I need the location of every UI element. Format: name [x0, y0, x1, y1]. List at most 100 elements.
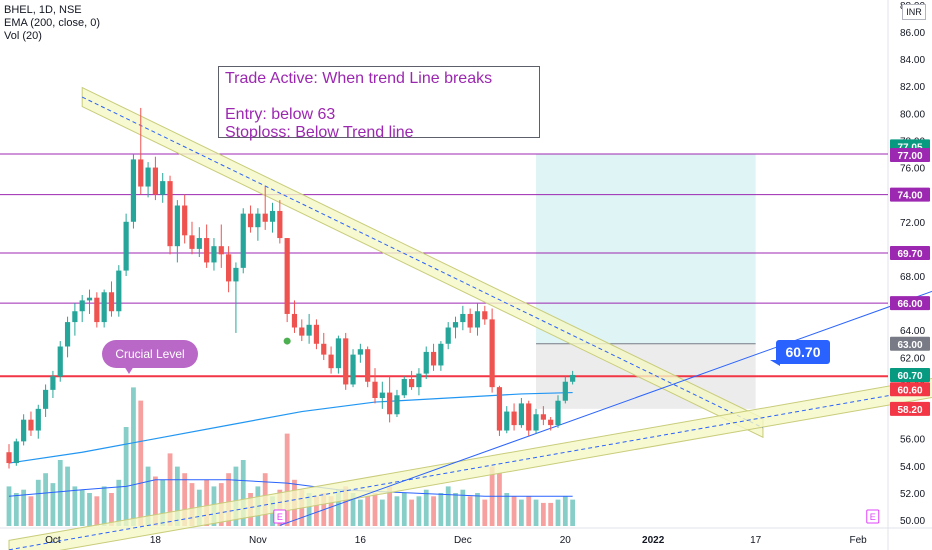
volume-bar — [145, 466, 151, 526]
candle-body — [123, 221, 129, 271]
volume-bar — [423, 489, 429, 526]
volume-bar — [101, 486, 107, 526]
trend-channels[interactable] — [8, 86, 932, 550]
legend-vol[interactable]: Vol (20) — [4, 30, 42, 42]
candle-body — [255, 213, 261, 228]
volume-bar — [445, 486, 451, 526]
time-tick-label: 20 — [560, 535, 572, 546]
price-label-text: 69.70 — [897, 249, 922, 260]
candle-body — [138, 159, 144, 187]
volume-bar — [511, 496, 517, 526]
volume-bar — [226, 473, 231, 526]
time-tick-label: Oct — [45, 535, 61, 546]
price-tick-label: 68.00 — [900, 272, 925, 283]
volume-bar — [94, 496, 100, 526]
ascending-channel-midline — [8, 387, 932, 550]
earnings-marker — [866, 509, 880, 524]
price-label-text: 66.00 — [897, 299, 922, 310]
volume-bar — [21, 489, 27, 526]
candle-body — [526, 403, 532, 431]
price-tick-label: 50.00 — [900, 516, 925, 527]
candle-body — [430, 351, 437, 366]
price-tick-label: 84.00 — [900, 55, 925, 66]
time-tick-label: 2022 — [642, 535, 665, 546]
volume-bar — [123, 427, 129, 526]
volume-bar — [167, 453, 173, 526]
trade-note-line2: Entry: below 63 — [225, 106, 336, 123]
volume-bar — [555, 499, 561, 526]
time-tick-label: Nov — [249, 535, 267, 546]
price-label-text: 58.20 — [897, 405, 922, 416]
time-tick-label: Feb — [850, 535, 868, 546]
volume-bar — [153, 476, 158, 526]
currency-label[interactable]: INR — [902, 4, 926, 20]
candle-body — [284, 238, 290, 314]
volume-bar — [43, 473, 48, 526]
volume-bar — [87, 493, 92, 526]
volume-bar — [284, 433, 290, 526]
candle-body — [43, 389, 49, 409]
candle-body — [182, 205, 188, 236]
candle-body — [474, 311, 481, 328]
volume-bar — [233, 466, 239, 526]
trade-note[interactable]: Trade Active: When trend Line breaks Ent… — [218, 66, 540, 141]
volume-bar — [343, 486, 349, 526]
candle-body — [50, 376, 56, 390]
legend: BHEL, 1D, NSE EMA (200, close, 0) Vol (2… — [4, 4, 100, 43]
price-tick-label: 76.00 — [900, 164, 925, 175]
volume-bar — [409, 499, 414, 526]
volume-bar — [314, 496, 319, 526]
candle-body — [160, 181, 166, 195]
candle-body — [189, 235, 195, 249]
volume-bar — [416, 496, 422, 526]
volume-bar — [460, 489, 466, 526]
volume-bar — [35, 479, 41, 526]
price-axis[interactable]: 50.0052.0054.0056.0058.0060.0062.0064.00… — [890, 1, 930, 527]
legend-symbol[interactable]: BHEL, 1D, NSE — [4, 4, 82, 16]
candle-body — [504, 411, 510, 431]
volume-bar — [182, 473, 188, 526]
candle-body — [313, 324, 320, 344]
candle-body — [379, 392, 385, 398]
price-callout[interactable]: 60.70 — [776, 340, 830, 364]
candle-body — [562, 381, 568, 401]
candle-body — [72, 311, 78, 323]
time-tick-label: 17 — [750, 535, 762, 546]
price-label-box — [890, 296, 930, 311]
volume-bar — [138, 400, 144, 526]
ema-200-line — [8, 391, 573, 464]
price-label-text: 60.70 — [897, 371, 922, 382]
candle-body — [94, 297, 100, 323]
volume-bar — [306, 493, 312, 526]
price-label-box — [890, 401, 930, 416]
volume-bar — [372, 493, 378, 526]
candle-body — [116, 270, 122, 312]
candle-body — [299, 327, 305, 336]
candle-body — [108, 292, 115, 312]
signal-dot — [283, 337, 291, 345]
candle-body — [496, 387, 503, 431]
price-label-text: 74.00 — [897, 191, 922, 202]
candle-body — [328, 354, 334, 369]
candle-body — [152, 167, 158, 195]
volume-bar — [6, 486, 12, 526]
candle-body — [460, 313, 466, 323]
crucial-level-label[interactable]: Crucial Level — [102, 340, 198, 368]
volume-bar — [365, 496, 371, 526]
candle-body — [365, 349, 371, 382]
candle-body — [306, 324, 312, 336]
earnings-marker-label: E — [870, 512, 876, 522]
price-label-text: 60.60 — [897, 385, 922, 396]
candle-body — [218, 246, 224, 255]
price-label-box — [890, 187, 930, 202]
time-axis[interactable]: Oct 18 Nov 16 Dec 20 2022 17 Feb — [45, 535, 867, 546]
legend-ema[interactable]: EMA (200, close, 0) — [4, 17, 100, 29]
price-label-box — [890, 148, 930, 162]
price-tick-label: 56.00 — [900, 435, 925, 446]
candle-body — [269, 210, 276, 222]
candle-body — [372, 381, 378, 398]
candle-body — [6, 452, 12, 464]
price-label-box — [890, 336, 930, 351]
